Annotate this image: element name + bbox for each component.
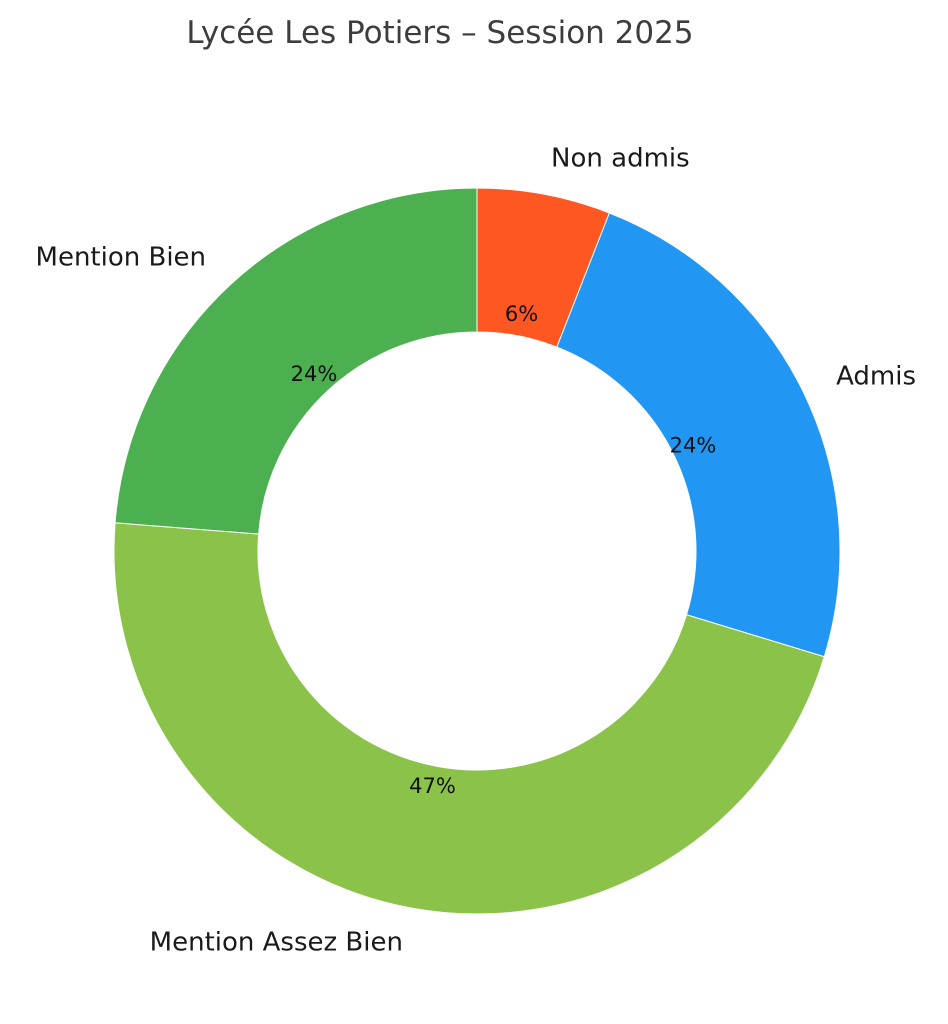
labels-layer: Non admis 6% Admis 24% Mention Assez Bien 47%… bbox=[36, 143, 917, 957]
slices-layer bbox=[113, 187, 841, 915]
slice-percent-mention-bien: 24% bbox=[291, 362, 338, 386]
slice-percent-non-admis: 6% bbox=[505, 302, 538, 326]
slice-label-admis: Admis bbox=[836, 362, 916, 392]
slice-mention-bien bbox=[114, 187, 478, 535]
slice-label-non-admis: Non admis bbox=[551, 143, 690, 173]
chart-title: Lycée Les Potiers – Session 2025 bbox=[186, 15, 693, 51]
slice-label-mention-bien: Mention Bien bbox=[36, 243, 207, 273]
slice-percent-mention-assez-bien: 47% bbox=[409, 774, 456, 798]
slice-percent-admis: 24% bbox=[670, 433, 717, 457]
slice-label-mention-assez-bien: Mention Assez Bien bbox=[150, 928, 403, 958]
slice-mention-assez-bien bbox=[113, 522, 825, 915]
slice-admis bbox=[556, 212, 841, 658]
